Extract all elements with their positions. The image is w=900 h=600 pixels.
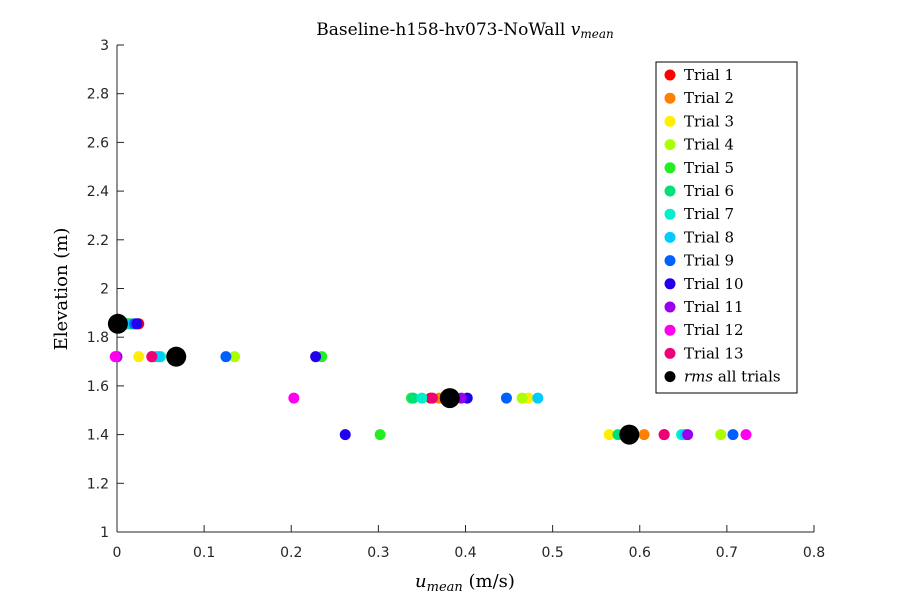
x-tick-label: 0.8 — [803, 545, 825, 561]
legend-marker — [664, 347, 676, 359]
y-tick-label: 2.4 — [87, 184, 109, 200]
data-point — [220, 351, 232, 363]
legend-label: Trial 1 — [684, 66, 734, 84]
data-point — [416, 392, 428, 404]
legend-marker — [664, 255, 676, 267]
legend-label: Trial 13 — [684, 344, 744, 362]
legend-marker — [664, 69, 676, 81]
data-point — [288, 392, 300, 404]
data-point — [658, 429, 670, 441]
chart-title: Baseline-h158-hv073-NoWall vmean — [316, 20, 613, 41]
y-axis-label: Elevation (m) — [51, 228, 72, 351]
y-tick-label: 1.4 — [87, 428, 109, 444]
x-tick-label: 0 — [113, 545, 122, 561]
legend-label: Trial 7 — [684, 205, 734, 223]
data-point — [638, 429, 650, 441]
x-tick-label: 0.3 — [367, 545, 389, 561]
legend-label: Trial 10 — [684, 275, 744, 293]
y-tick-label: 2.8 — [87, 87, 109, 103]
legend-label: Trial 8 — [684, 228, 734, 246]
data-point — [603, 429, 615, 441]
legend-box — [655, 61, 798, 394]
legend-marker — [664, 185, 676, 197]
data-point — [339, 429, 351, 441]
x-tick-label: 0.1 — [193, 545, 215, 561]
data-point — [166, 346, 187, 367]
data-point — [727, 429, 739, 441]
data-point — [133, 351, 145, 363]
legend-label: Trial 3 — [684, 112, 734, 130]
legend-marker — [664, 92, 676, 104]
legend-label: Trial 4 — [684, 136, 734, 154]
data-point — [229, 351, 241, 363]
axis-ticks: 0 0.1 0.2 0.3 0.4 0.5 0.6 0.7 0.8 1 1.2 1.4 1.6 1.8 2 2… — [87, 38, 825, 561]
legend-label: rms all trials — [684, 368, 781, 386]
legend-marker — [664, 115, 676, 127]
data-point — [715, 429, 727, 441]
y-tick-label: 1 — [100, 525, 109, 541]
x-axis-label: umean (m/s) — [415, 571, 515, 595]
legend: Trial 1 Trial 2 Trial 3 Trial 4 Trial 5 Trial… — [655, 61, 798, 394]
data-point — [516, 392, 528, 404]
legend-label: Trial 6 — [684, 182, 734, 200]
x-tick-label: 0.2 — [280, 545, 302, 561]
data-point — [407, 392, 419, 404]
legend-label: Trial 11 — [684, 298, 744, 316]
legend-label: Trial 5 — [684, 159, 734, 177]
x-tick-label: 0.7 — [716, 545, 738, 561]
data-point — [532, 392, 544, 404]
legend-marker — [664, 162, 676, 174]
data-point — [107, 313, 128, 334]
data-point — [426, 392, 438, 404]
data-points — [107, 313, 752, 445]
x-tick-label: 0.6 — [629, 545, 651, 561]
data-point — [500, 392, 512, 404]
data-point — [146, 351, 158, 363]
data-point — [439, 388, 460, 409]
data-point — [619, 424, 640, 445]
data-point — [682, 429, 694, 441]
legend-marker — [664, 324, 676, 336]
y-tick-label: 1.6 — [87, 379, 109, 395]
legend-marker — [664, 208, 676, 220]
legend-marker — [664, 139, 676, 151]
data-point — [131, 318, 143, 330]
legend-label: Trial 12 — [684, 321, 744, 339]
legend-label: Trial 9 — [684, 252, 734, 270]
data-point — [374, 429, 386, 441]
y-tick-label: 1.8 — [87, 330, 109, 346]
x-tick-label: 0.4 — [454, 545, 476, 561]
legend-label: Trial 2 — [684, 89, 734, 107]
y-tick-label: 2.6 — [87, 135, 109, 151]
legend-marker — [664, 278, 676, 290]
legend-marker — [664, 371, 676, 383]
y-tick-label: 2 — [100, 282, 109, 298]
y-tick-label: 2.2 — [87, 233, 109, 249]
legend-marker — [664, 301, 676, 313]
legend-marker — [664, 231, 676, 243]
data-point — [740, 429, 752, 441]
y-tick-label: 1.2 — [87, 476, 109, 492]
data-point — [109, 351, 121, 363]
x-tick-label: 0.5 — [541, 545, 563, 561]
y-tick-label: 3 — [100, 38, 109, 54]
data-point — [310, 351, 322, 363]
